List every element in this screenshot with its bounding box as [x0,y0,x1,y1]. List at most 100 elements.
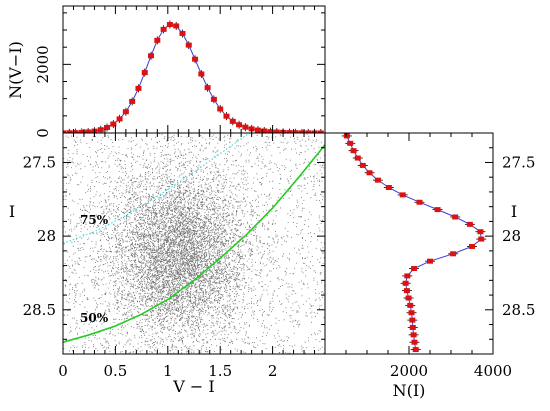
top-data-point [186,41,192,49]
marker [403,281,409,286]
marker [129,99,135,104]
marker [85,129,91,134]
marker [386,185,392,190]
top-data-point [198,70,204,78]
top-data-point [192,55,198,63]
right-data-point [402,288,412,293]
marker [198,71,204,76]
marker [123,109,129,114]
cmd-x-tick-label: 1 [163,362,173,380]
marker [186,43,192,48]
top-data-point [142,69,148,77]
marker [450,251,456,256]
marker [410,325,416,330]
marker [355,156,361,161]
right-y-axis-label: I [511,202,517,221]
marker [154,38,160,43]
right-x-tick-label: 4000 [474,362,512,380]
top-histogram-plot [60,21,324,137]
marker [411,266,417,271]
marker [135,86,141,91]
right-data-point [405,303,415,308]
axis-ticks [63,6,493,354]
right-data-point [411,347,421,352]
marker [427,259,433,264]
top-data-point [230,117,236,125]
marker [404,273,410,278]
cmd-y-axis-label: I [9,202,15,221]
right-data-point [402,273,412,278]
marker [452,214,458,219]
marker [406,296,412,301]
marker [477,229,483,234]
right-y-tick-label: 27.5 [502,153,535,171]
right-data-point [476,237,486,242]
marker [161,27,167,32]
cmd-y-tick-label: 28.5 [23,301,56,319]
marker [98,127,104,132]
marker [274,130,280,135]
right-histogram-plot [342,133,486,352]
right-fit-line [347,136,481,350]
cmd-y-tick-label: 27.5 [23,153,56,171]
marker [223,114,229,119]
marker [179,31,185,36]
right-data-point [404,296,414,301]
right-data-point [408,325,418,330]
marker [236,122,242,127]
contour-label-75: 75% [80,213,109,227]
marker [367,170,373,175]
marker [417,200,423,205]
marker [344,133,350,138]
marker [478,237,484,242]
top-histogram-frame [63,6,325,133]
right-data-point [349,148,359,153]
cmd-x-tick-label: 0 [58,362,68,380]
marker [411,332,417,337]
cmd-x-tick-label: 2 [268,362,278,380]
contour-label-50: 50% [80,311,109,325]
right-y-tick-label: 28 [502,227,521,245]
right-data-point [358,163,368,168]
top-y-tick-label: 0 [34,128,52,138]
marker [409,310,415,315]
right-x-tick-label: 2000 [390,362,428,380]
marker [347,141,353,146]
right-data-point [353,156,363,161]
marker [173,23,179,28]
top-data-point [85,128,91,136]
marker [469,244,475,249]
marker [400,192,406,197]
marker [217,106,223,111]
marker [192,57,198,62]
right-histogram-frame [325,133,493,354]
marker [404,288,410,293]
right-data-point [407,310,417,315]
cmd-x-tick-label: 0.5 [103,362,127,380]
top-data-point [148,52,154,60]
marker [411,340,417,345]
marker [360,163,366,168]
top-data-point [167,21,173,29]
top-y-tick-label: 2000 [34,45,52,83]
marker [351,148,357,153]
marker [142,70,148,75]
top-data-point [274,128,280,136]
cmd-y-tick-label: 28 [37,227,56,245]
marker [467,222,473,227]
right-data-point [365,170,375,175]
top-data-point [242,123,248,131]
marker [117,116,123,121]
top-data-point [135,84,141,92]
right-data-point [401,281,411,286]
marker [407,303,413,308]
cmd-x-axis-label: V − I [172,377,214,396]
marker [230,119,236,124]
marker [167,22,173,27]
right-data-point [475,229,485,234]
marker [413,347,419,352]
marker [242,125,248,130]
top-data-point [205,84,211,92]
right-data-point [342,133,352,138]
